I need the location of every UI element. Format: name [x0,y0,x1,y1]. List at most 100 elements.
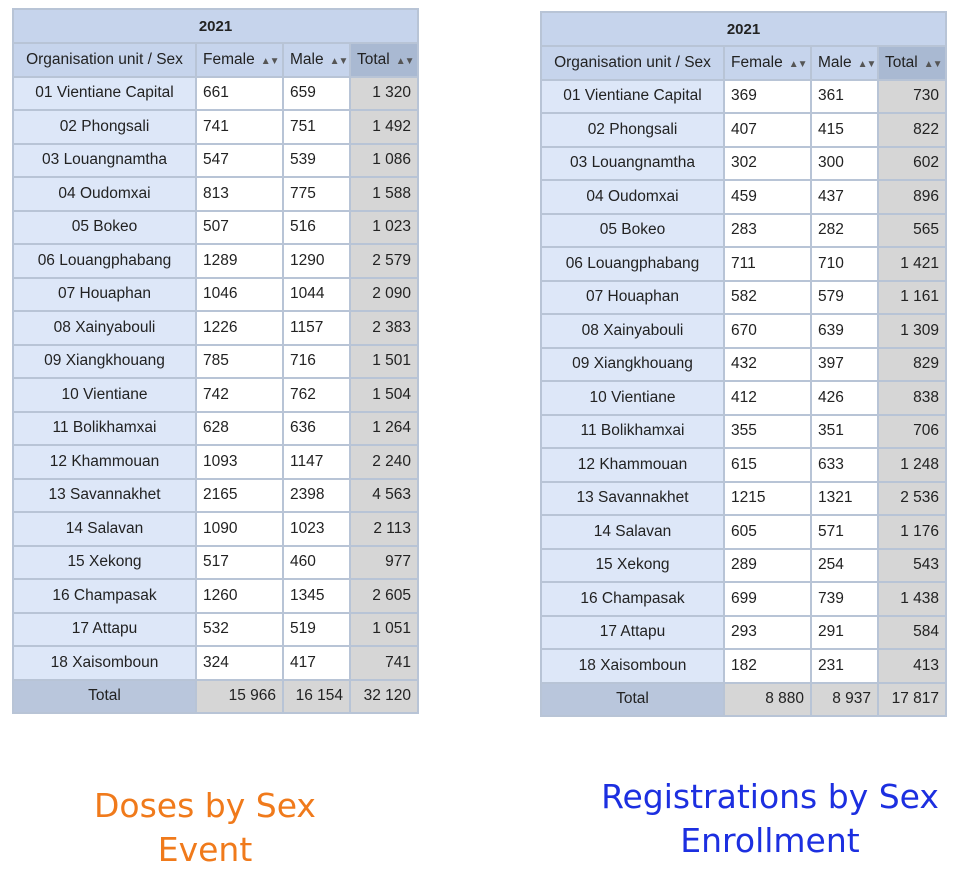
female-cell: 324 [195,645,284,681]
org-unit-cell: 09 Xiangkhouang [12,343,197,379]
table-row: 07 Houaphan 1046 1044 2 090 [12,276,419,312]
org-unit-cell: 03 Louangnamtha [12,142,197,178]
table-row: 16 Champasak 1260 1345 2 605 [12,578,419,614]
male-cell: 2398 [282,477,351,513]
male-cell: 775 [282,176,351,212]
total-column-header[interactable]: Total ▲▼ [877,45,947,81]
female-cell: 1226 [195,310,284,346]
grand-total-female: 8 880 [723,681,812,717]
org-unit-sex-header: Organisation unit / Sex [540,45,725,81]
org-unit-cell: 02 Phongsali [540,112,725,148]
table-row: 07 Houaphan 582 579 1 161 [540,279,947,315]
male-cell: 437 [810,179,879,215]
male-cell: 231 [810,648,879,684]
male-cell: 571 [810,514,879,550]
male-cell: 460 [282,544,351,580]
total-cell: 543 [877,547,947,583]
male-cell: 633 [810,447,879,483]
female-column-header[interactable]: Female ▲▼ [195,42,284,78]
female-cell: 517 [195,544,284,580]
org-unit-cell: 03 Louangnamtha [540,145,725,181]
male-cell: 300 [810,145,879,181]
org-unit-cell: 01 Vientiane Capital [540,78,725,114]
total-column-header[interactable]: Total ▲▼ [349,42,419,78]
male-column-header[interactable]: Male ▲▼ [810,45,879,81]
total-cell: 730 [877,78,947,114]
female-column-header[interactable]: Female ▲▼ [723,45,812,81]
org-unit-cell: 13 Savannakhet [12,477,197,513]
sort-arrows-icon[interactable]: ▲▼ [260,55,280,67]
table-row: 02 Phongsali 741 751 1 492 [12,109,419,145]
table-row: 08 Xainyabouli 1226 1157 2 383 [12,310,419,346]
female-cell: 289 [723,547,812,583]
male-cell: 716 [282,343,351,379]
female-cell: 615 [723,447,812,483]
male-cell: 762 [282,377,351,413]
org-unit-cell: 18 Xaisomboun [540,648,725,684]
table-row: 13 Savannakhet 1215 1321 2 536 [540,480,947,516]
male-cell: 417 [282,645,351,681]
female-cell: 1289 [195,243,284,279]
org-unit-cell: 11 Bolikhamxai [12,410,197,446]
sort-arrows-icon[interactable]: ▲▼ [923,58,943,70]
total-cell: 1 501 [349,343,419,379]
org-unit-cell: 07 Houaphan [12,276,197,312]
total-header-label: Total [357,50,390,68]
total-cell: 896 [877,179,947,215]
total-cell: 1 051 [349,611,419,647]
table-row: 08 Xainyabouli 670 639 1 309 [540,313,947,349]
sort-arrows-icon[interactable]: ▲▼ [329,55,348,67]
male-cell: 351 [810,413,879,449]
female-cell: 605 [723,514,812,550]
grand-total-total: 17 817 [877,681,947,717]
org-unit-cell: 17 Attapu [12,611,197,647]
female-header-label: Female [731,53,783,71]
female-cell: 699 [723,581,812,617]
total-cell: 741 [349,645,419,681]
sort-arrows-icon[interactable]: ▲▼ [395,55,415,67]
total-cell: 413 [877,648,947,684]
total-cell: 2 240 [349,444,419,480]
table-row: 18 Xaisomboun 182 231 413 [540,648,947,684]
caption-line-2: Enrollment [680,821,860,860]
org-unit-cell: 10 Vientiane [540,380,725,416]
male-cell: 291 [810,614,879,650]
table-row: 06 Louangphabang 1289 1290 2 579 [12,243,419,279]
male-header-label: Male [290,50,324,68]
female-cell: 785 [195,343,284,379]
male-cell: 639 [810,313,879,349]
male-column-header[interactable]: Male ▲▼ [282,42,351,78]
table-row: 17 Attapu 293 291 584 [540,614,947,650]
doses-by-sex-table: 2021 Organisation unit / Sex Female ▲▼ Ma… [12,8,419,714]
total-cell: 2 579 [349,243,419,279]
sort-arrows-icon[interactable]: ▲▼ [857,58,876,70]
total-cell: 1 504 [349,377,419,413]
male-header-label: Male [818,53,852,71]
table-row: 03 Louangnamtha 302 300 602 [540,145,947,181]
total-cell: 1 248 [877,447,947,483]
total-cell: 1 176 [877,514,947,550]
male-cell: 1147 [282,444,351,480]
male-cell: 659 [282,75,351,111]
table-row: 17 Attapu 532 519 1 051 [12,611,419,647]
total-cell: 602 [877,145,947,181]
female-cell: 582 [723,279,812,315]
male-cell: 519 [282,611,351,647]
org-unit-cell: 05 Bokeo [540,212,725,248]
total-cell: 1 086 [349,142,419,178]
female-cell: 459 [723,179,812,215]
total-cell: 2 536 [877,480,947,516]
sort-arrows-icon[interactable]: ▲▼ [788,58,808,70]
male-cell: 1321 [810,480,879,516]
caption-line-1: Registrations by Sex [601,777,939,816]
total-cell: 584 [877,614,947,650]
total-cell: 1 588 [349,176,419,212]
org-unit-cell: 09 Xiangkhouang [540,346,725,382]
total-cell: 2 113 [349,511,419,547]
male-cell: 415 [810,112,879,148]
org-unit-cell: 07 Houaphan [540,279,725,315]
female-cell: 302 [723,145,812,181]
female-cell: 1090 [195,511,284,547]
male-cell: 579 [810,279,879,315]
table-row: 12 Khammouan 1093 1147 2 240 [12,444,419,480]
